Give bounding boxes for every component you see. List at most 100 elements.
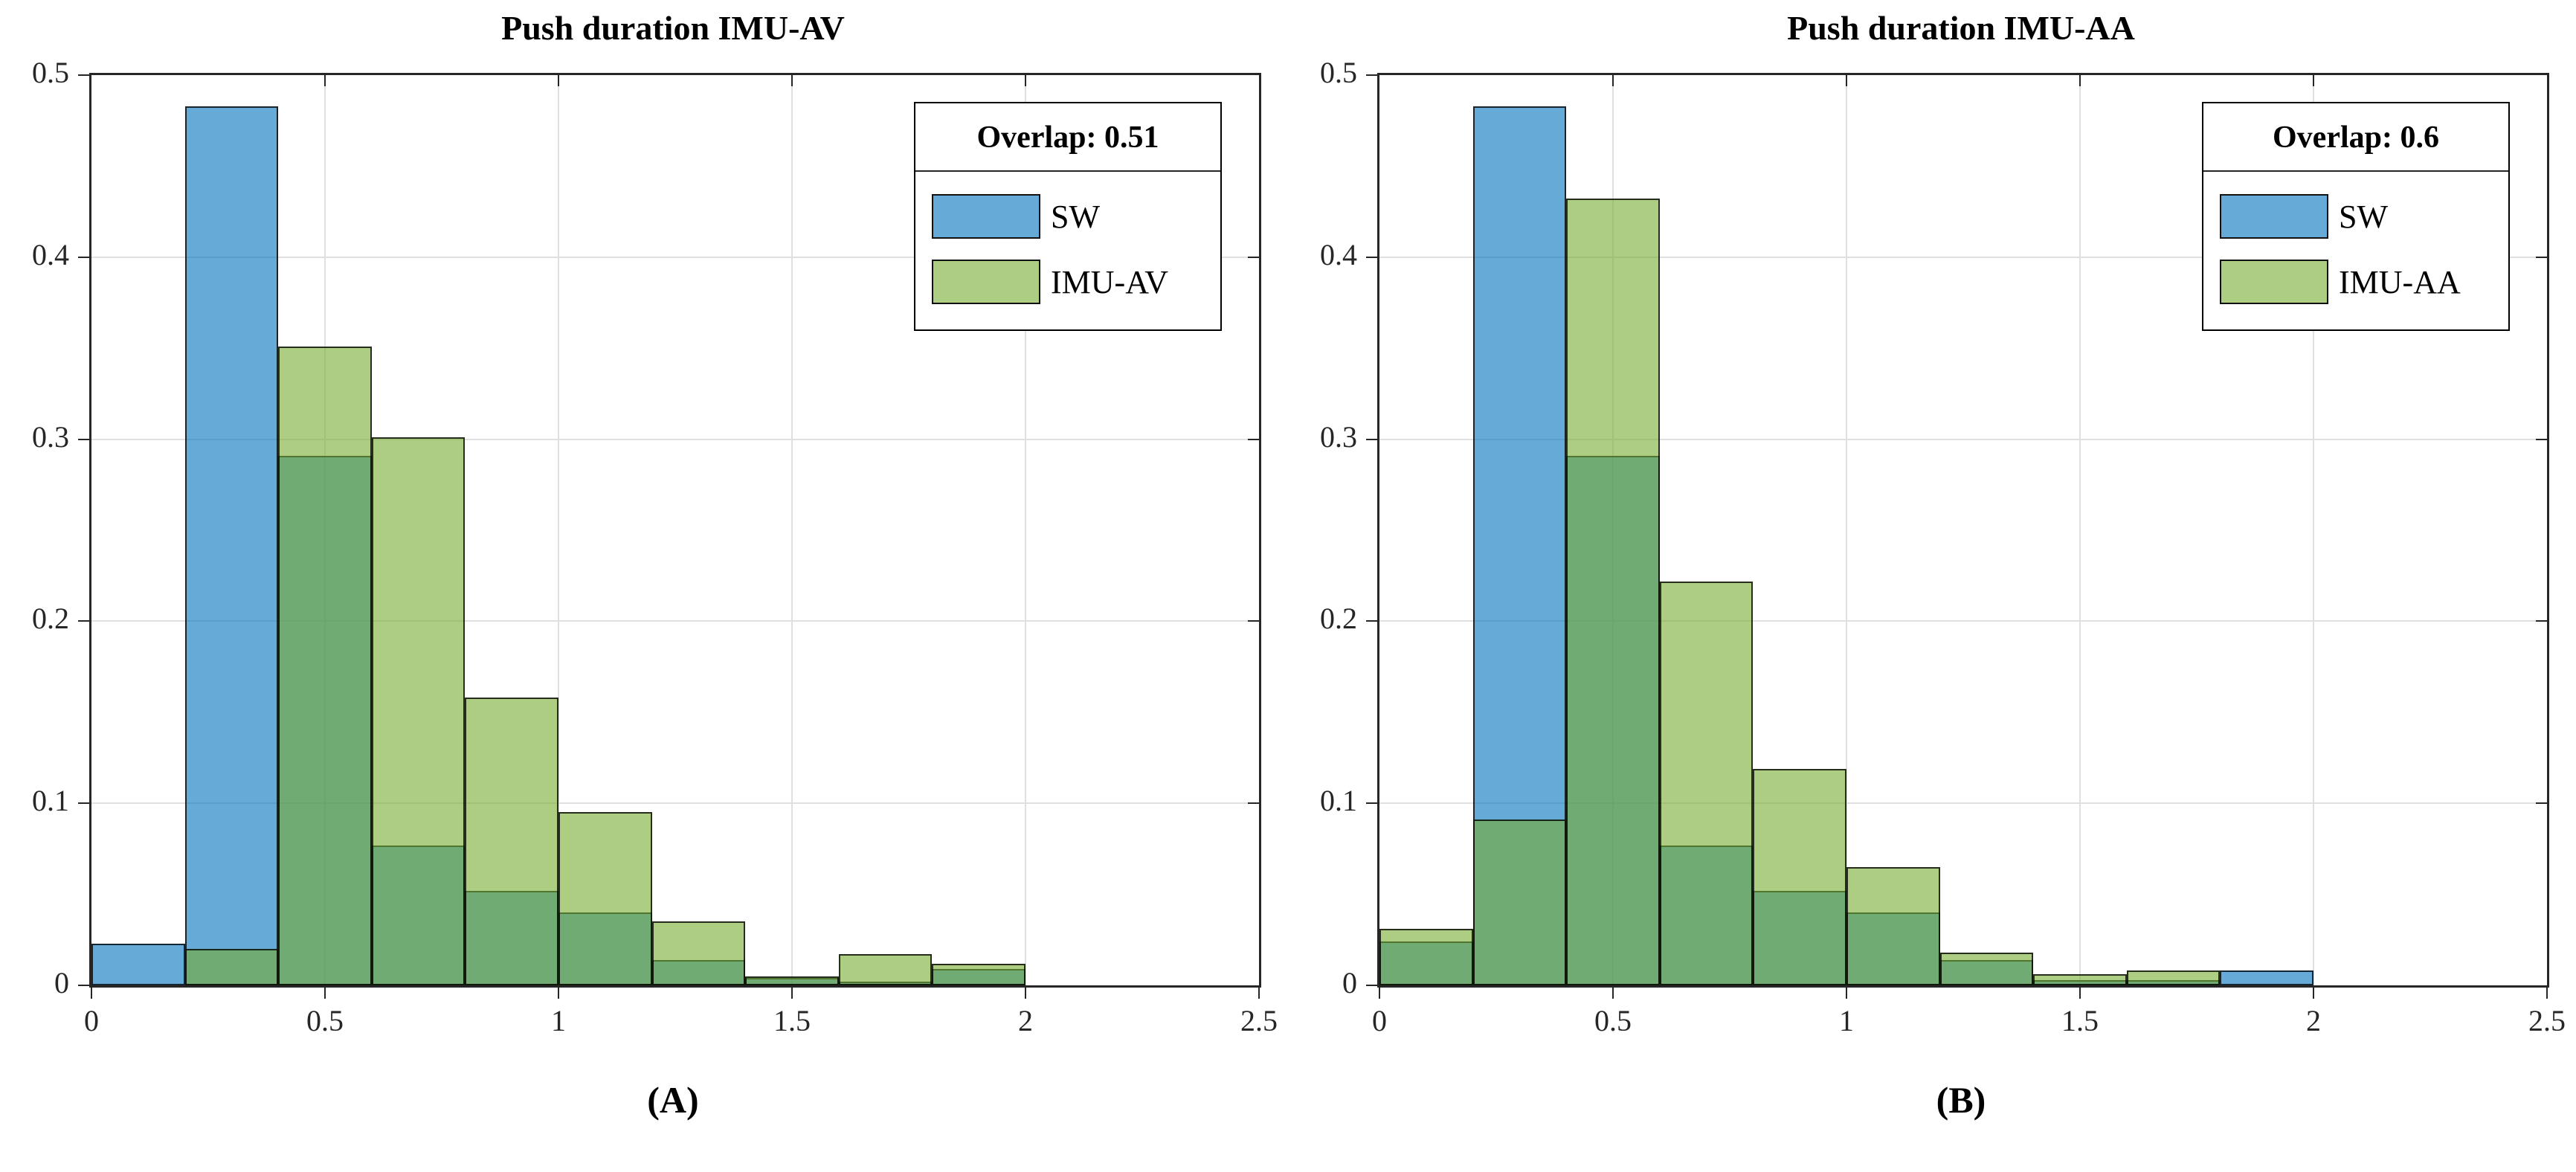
legend-label-sw: SW [1051, 198, 1100, 235]
x-axis-mirror-tick [2079, 75, 2081, 86]
gridline-vertical [2313, 75, 2314, 985]
x-axis-tick [1612, 988, 1614, 999]
x-tick-label: 2 [1018, 1004, 1033, 1037]
legend-entry-imu: IMU-AA [2220, 249, 2501, 315]
x-axis-tick [1846, 988, 1847, 999]
x-axis-tick [2546, 988, 2548, 999]
histogram-bar-imu-av [278, 346, 372, 985]
x-axis-tick [2079, 988, 2081, 999]
y-axis-tick [78, 438, 89, 440]
histogram-bar-sw [91, 943, 185, 985]
y-tick-label: 0.5 [1320, 56, 1357, 89]
y-axis-tick [1366, 802, 1377, 805]
gridline-horizontal [1379, 620, 2547, 622]
legend-label-sw: SW [2339, 198, 2388, 235]
y-axis-mirror-tick [1248, 802, 1259, 805]
y-axis-mirror-tick [2536, 802, 2547, 805]
y-axis-tick [78, 985, 89, 986]
histogram-bar-imu-av [558, 812, 652, 985]
histogram-bar-imu-aa [1566, 199, 1660, 985]
y-tick-label: 0.1 [1320, 784, 1357, 818]
x-axis-tick [1258, 988, 1260, 999]
y-axis-tick [1366, 438, 1377, 440]
x-axis-tick [558, 988, 559, 999]
x-tick-label: 1.5 [773, 1004, 811, 1037]
legend-overlap-value: Overlap: 0.51 [976, 120, 1159, 155]
x-axis-tick [791, 988, 793, 999]
x-axis-mirror-tick [558, 75, 559, 86]
x-axis-tick [324, 988, 326, 999]
y-tick-label: 0.5 [32, 56, 69, 89]
histogram-bar-imu-av [184, 949, 279, 985]
histogram-bar-imu-av [745, 976, 839, 985]
y-tick-label: 0.2 [32, 602, 69, 636]
chart-title: Push duration IMU-AV [501, 9, 845, 47]
x-axis-mirror-tick [2313, 75, 2314, 86]
x-axis-tick [91, 988, 92, 999]
y-tick-label: 0.2 [1320, 602, 1357, 636]
y-axis-tick [1366, 256, 1377, 258]
y-axis-mirror-tick [2536, 620, 2547, 622]
histogram-bar-imu-aa [2033, 974, 2127, 985]
x-tick-label: 0.5 [306, 1004, 344, 1037]
x-tick-label: 2 [2306, 1004, 2321, 1037]
imu-color-swatch [2220, 260, 2328, 304]
plot-area: Overlap: 0.6 SW IMU-AA 0 0.5 1 1.5 2 2.5 0 0.1 0… [1320, 56, 2566, 1037]
y-axis-tick [1366, 620, 1377, 622]
x-axis-mirror-tick [1025, 75, 1026, 86]
y-tick-label: 0.4 [1320, 237, 1357, 271]
legend-label-imu: IMU-AA [2339, 263, 2461, 300]
x-axis-mirror-tick [1846, 75, 1847, 86]
gridline-horizontal [91, 802, 1259, 805]
y-tick-label: 0.4 [32, 237, 69, 271]
y-axis-tick [78, 74, 89, 76]
panel-b: Push duration IMU-AA Overlap: 0.6 SW IMU… [1288, 0, 2576, 1172]
x-axis-mirror-tick [324, 75, 326, 86]
legend-divider [915, 170, 1220, 172]
y-tick-label: 0 [1342, 966, 1357, 999]
y-axis-tick [78, 256, 89, 258]
histogram-bar-sw [184, 106, 279, 985]
histogram-bar-imu-aa [1753, 768, 1846, 985]
y-axis-mirror-tick [1248, 438, 1259, 440]
histogram-bar-imu-aa [1846, 866, 1940, 985]
chart-title: Push duration IMU-AA [1787, 9, 2135, 47]
x-axis-mirror-tick [1612, 75, 1614, 86]
y-axis-tick [1366, 985, 1377, 986]
legend-label-imu: IMU-AV [1051, 263, 1169, 300]
subfigure-label: (B) [1936, 1079, 1986, 1121]
gridline-horizontal [91, 256, 1259, 258]
y-axis-mirror-tick [2536, 256, 2547, 258]
gridline-vertical [558, 75, 559, 985]
histogram-bar-sw [2220, 970, 2313, 985]
gridline-horizontal [1379, 438, 2547, 440]
legend-divider [2203, 170, 2508, 172]
gridline-vertical [791, 75, 793, 985]
y-tick-label: 0.3 [1320, 419, 1357, 454]
legend-entry-sw: SW [2220, 184, 2501, 249]
x-tick-label: 1.5 [2061, 1004, 2099, 1037]
x-tick-label: 1 [551, 1004, 566, 1037]
panel-a: Push duration IMU-AV Overlap: 0.51 SW IM… [32, 9, 1278, 1121]
y-axis-tick [78, 802, 89, 805]
legend: Overlap: 0.6 SW IMU-AA [2202, 102, 2510, 331]
legend-entry-imu: IMU-AV [932, 249, 1213, 315]
histogram-bar-imu-av [371, 437, 466, 985]
gridline-vertical [1846, 75, 1847, 985]
histogram-bar-imu-av [932, 963, 1025, 985]
gridline-vertical [1025, 75, 1026, 985]
y-axis-mirror-tick [2536, 438, 2547, 440]
x-tick-label: 2.5 [2528, 1004, 2566, 1037]
legend-entries: SW IMU-AA [2203, 172, 2508, 329]
y-tick-label: 0 [54, 966, 69, 999]
x-tick-label: 2.5 [1240, 1004, 1278, 1037]
histogram-bar-imu-av [838, 954, 933, 985]
y-axis-tick [1366, 74, 1377, 76]
legend-overlap-value: Overlap: 0.6 [2273, 120, 2439, 155]
y-tick-label: 0.1 [32, 784, 69, 818]
x-tick-label: 1 [1839, 1004, 1854, 1037]
legend: Overlap: 0.51 SW IMU-AV [914, 102, 1222, 331]
gridline-horizontal [1379, 802, 2547, 805]
x-axis-tick [1379, 988, 1380, 999]
subfigure-label: (A) [647, 1079, 699, 1121]
